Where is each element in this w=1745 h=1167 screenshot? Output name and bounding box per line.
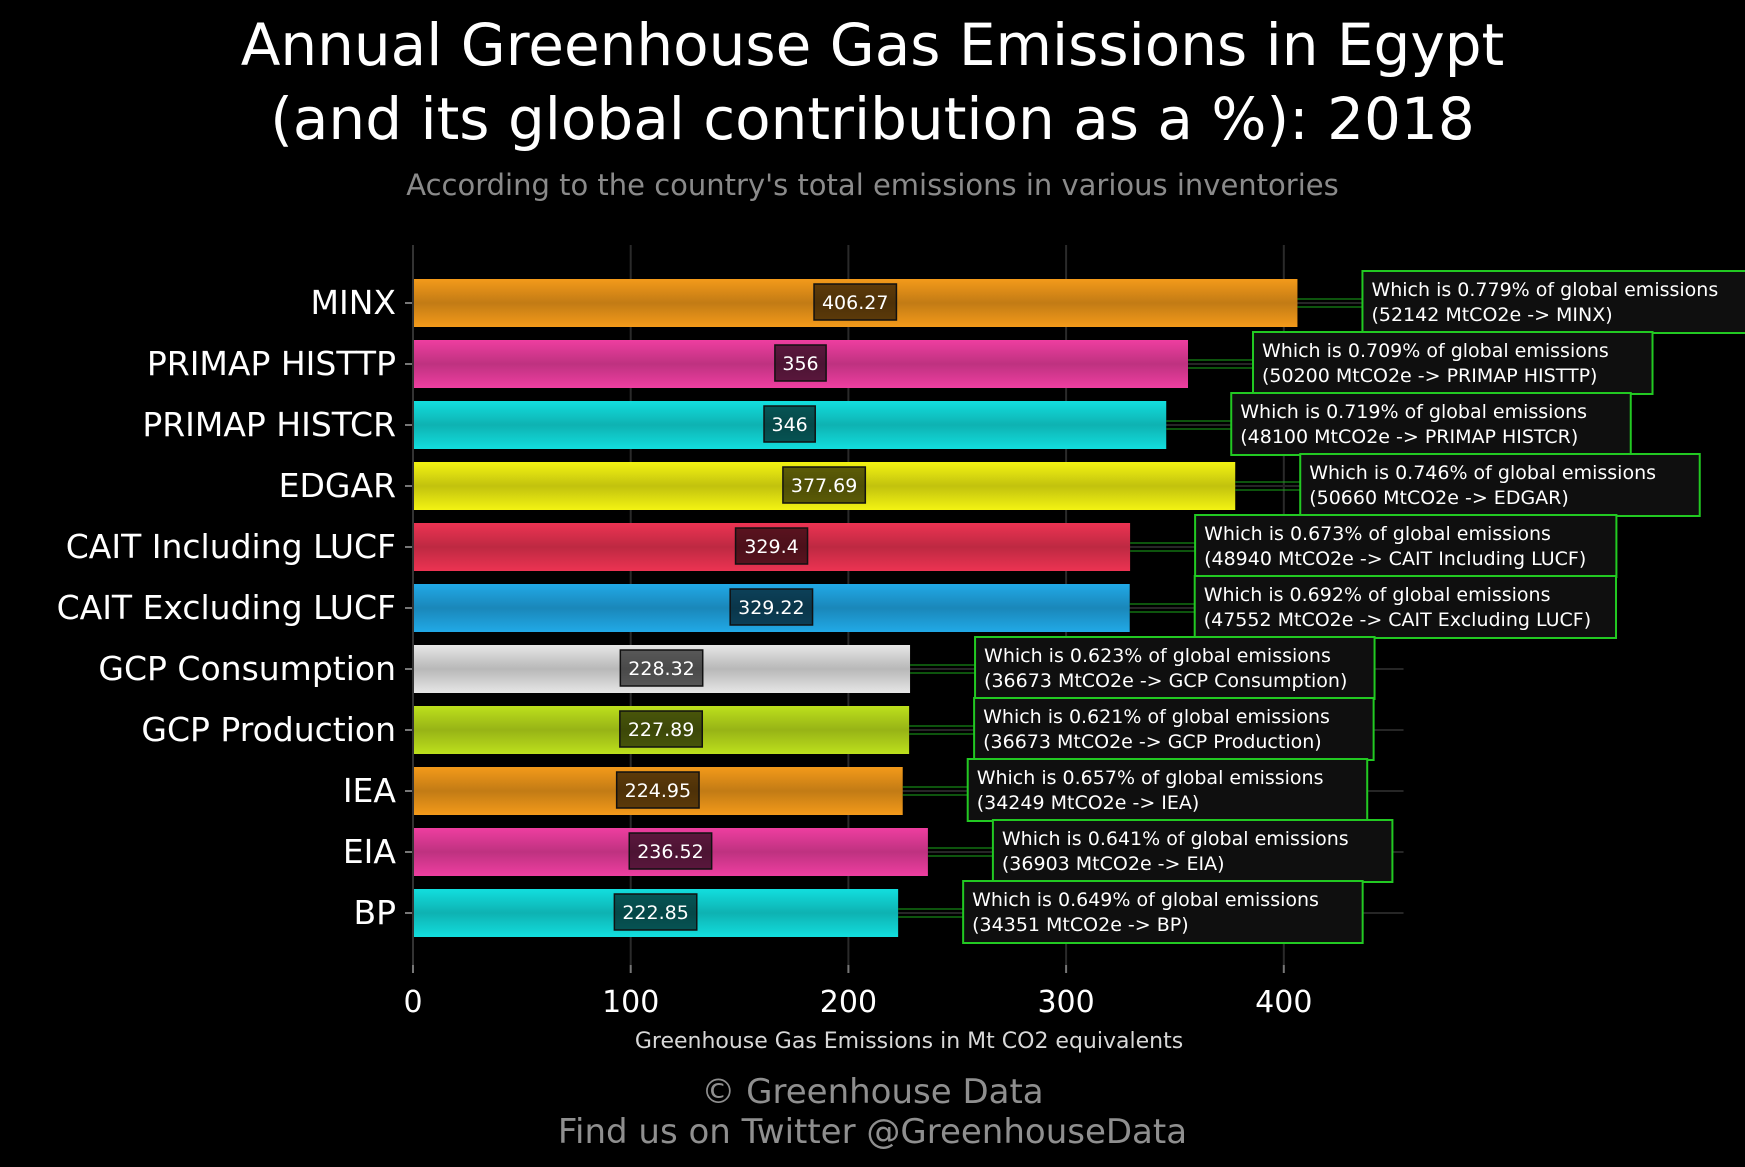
annotation-line-2: (50200 MtCO2e -> PRIMAP HISTTP) [1262,365,1597,387]
value-label: 356 [782,353,818,375]
value-label-box [774,344,827,382]
x-tick-label: 100 [602,985,659,1020]
annotation-line-1: Which is 0.692% of global emissions [1204,584,1551,606]
category-label: IEA [343,771,397,810]
axis-layer: 0 100 200 300 400 [403,245,1312,1020]
annotation-line-2: (36673 MtCO2e -> GCP Production) [983,731,1322,753]
footer-twitter: Find us on Twitter @GreenhouseData [557,1112,1188,1152]
annotation-box [966,758,1369,822]
annotation-layer: Which is 0.779% of global emissions (5214… [898,270,1745,944]
value-label-box [613,893,698,931]
annotation-line-1: Which is 0.779% of global emissions [1371,279,1718,301]
x-axis-title: Greenhouse Gas Emissions in Mt CO2 equiv… [635,1029,1183,1054]
annotation-box [1230,392,1632,456]
chart-title: Annual Greenhouse Gas Emissions in Egypt… [0,8,1745,156]
chart-title-line-1: Annual Greenhouse Gas Emissions in Egypt [240,11,1505,79]
chart-subtitle: According to the country's total emissio… [406,168,1339,202]
category-label: EDGAR [279,466,396,505]
value-label-box [729,588,814,626]
value-label: 329.22 [738,597,804,619]
annotation-line-1: Which is 0.709% of global emissions [1262,340,1609,362]
category-label: CAIT Excluding LUCF [57,588,396,627]
annotation-box [974,636,1376,700]
annotation-line-2: (47552 MtCO2e -> CAIT Excluding LUCF) [1204,609,1591,631]
value-label: 227.89 [628,719,694,741]
value-label-box [619,710,704,748]
x-tick-label: 300 [1037,985,1094,1020]
value-label: 377.69 [791,475,857,497]
annotation-line-1: Which is 0.621% of global emissions [983,706,1330,728]
annotation-box [1193,575,1618,639]
value-label: 224.95 [625,780,691,802]
category-label: CAIT Including LUCF [66,527,396,566]
annotation-line-2: (36903 MtCO2e -> EIA) [1002,853,1225,875]
value-label-box [782,466,867,504]
annotation-line-2: (48100 MtCO2e -> PRIMAP HISTCR) [1240,426,1578,448]
annotation-line-1: Which is 0.641% of global emissions [1002,828,1349,850]
annotation-line-1: Which is 0.657% of global emissions [977,767,1324,789]
label-layer: MINX 406.27 PRIMAP HISTTP 356 PRIMAP HISTCR 3… [57,283,898,932]
category-label: GCP Consumption [98,649,396,688]
annotation-line-2: (52142 MtCO2e -> MINX) [1371,304,1612,326]
annotation-line-1: Which is 0.649% of global emissions [972,889,1319,911]
value-label: 228.32 [628,658,694,680]
annotation-line-1: Which is 0.719% of global emissions [1240,401,1587,423]
annotation-line-2: (36673 MtCO2e -> GCP Consumption) [984,670,1347,692]
category-label: EIA [343,832,397,871]
category-label: GCP Production [141,710,396,749]
annotation-line-2: (48940 MtCO2e -> CAIT Including LUCF) [1204,548,1586,570]
value-label: 406.27 [822,292,888,314]
value-label: 236.52 [637,841,703,863]
x-tick-label: 200 [820,985,877,1020]
x-tick-label: 0 [403,985,422,1020]
annotation-line-1: Which is 0.623% of global emissions [984,645,1331,667]
annotation-box [962,880,1364,944]
annotation-line-2: (34249 MtCO2e -> IEA) [977,792,1200,814]
chart-title-line-2: (and its global contribution as a %): 20… [270,85,1475,153]
annotation-line-2: (50660 MtCO2e -> EDGAR) [1309,487,1569,509]
value-label: 346 [771,414,807,436]
value-label: 329.4 [744,536,798,558]
annotation-line-1: Which is 0.673% of global emissions [1204,523,1551,545]
annotation-line-1: Which is 0.746% of global emissions [1309,462,1656,484]
value-label-box [628,832,713,870]
value-label-box [734,527,809,565]
value-label-box [763,405,816,443]
annotation-box [1361,270,1745,334]
value-label-box [813,283,898,321]
category-label: MINX [311,283,397,322]
value-label-box [619,649,704,687]
annotation-box [1194,514,1618,578]
x-tick-label: 400 [1255,985,1312,1020]
annotation-box [973,697,1375,761]
annotation-box [1252,331,1654,395]
footer-credit: © Greenhouse Data [701,1072,1044,1112]
category-label: PRIMAP HISTTP [147,344,396,383]
value-label-box [615,771,700,809]
annotation-line-2: (34351 MtCO2e -> BP) [972,914,1189,936]
category-label: BP [353,893,396,932]
value-label: 222.85 [622,902,688,924]
category-label: PRIMAP HISTCR [142,405,396,444]
